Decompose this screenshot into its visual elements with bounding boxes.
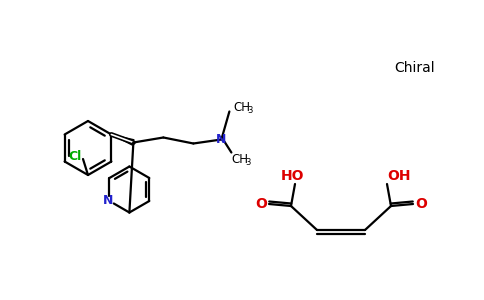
Text: CH: CH [233,101,250,114]
Text: O: O [415,197,427,211]
Text: N: N [103,194,114,208]
Text: N: N [216,133,227,146]
Text: Cl: Cl [68,149,82,163]
Text: HO: HO [281,169,305,183]
Text: O: O [255,197,267,211]
Text: Chiral: Chiral [394,61,435,75]
Text: OH: OH [387,169,411,183]
Text: CH: CH [231,153,248,166]
Text: 3: 3 [247,106,253,115]
Polygon shape [111,134,135,146]
Text: 3: 3 [245,158,251,167]
